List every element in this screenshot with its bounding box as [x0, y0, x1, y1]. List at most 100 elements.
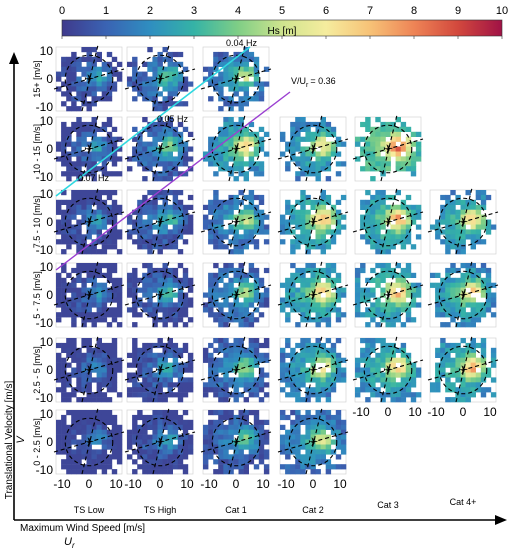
- heatmap-cell: [116, 429, 123, 435]
- heatmap-cell: [91, 322, 97, 328]
- heatmap-cell: [208, 357, 214, 363]
- heatmap-cell: [360, 166, 366, 172]
- heatmap-cell: [172, 449, 179, 455]
- heatmap-cell: [147, 469, 153, 475]
- heatmap-cell: [228, 287, 234, 293]
- heatmap-cell: [395, 307, 401, 313]
- heatmap-cell: [147, 141, 153, 147]
- heatmap-cell: [470, 322, 476, 328]
- heatmap-cell: [335, 464, 342, 470]
- heatmap-cell: [415, 287, 422, 293]
- heatmap-cell: [61, 66, 67, 72]
- heatmap-cell: [137, 71, 143, 77]
- heatmap-cell: [390, 272, 396, 278]
- heatmap-cell: [208, 219, 214, 225]
- heatmap-cell: [162, 372, 168, 378]
- heatmap-cell: [132, 66, 138, 72]
- heatmap-cell: [127, 76, 133, 82]
- heatmap-cell: [415, 209, 422, 215]
- heatmap-cell: [116, 362, 123, 368]
- heatmap-cell: [187, 357, 194, 363]
- heatmap-cell: [218, 56, 224, 62]
- heatmap-cell: [81, 342, 87, 349]
- heatmap-cell: [248, 96, 255, 102]
- heatmap-cell: [61, 449, 67, 455]
- heatmap-cell: [475, 190, 482, 196]
- heatmap-cell: [295, 439, 301, 445]
- heatmap-cell: [455, 352, 461, 358]
- heatmap-cell: [263, 302, 270, 308]
- heatmap-cell: [243, 419, 249, 425]
- heatmap-cell: [61, 287, 67, 293]
- heatmap-cell: [162, 106, 168, 112]
- heatmap-cell: [172, 347, 179, 353]
- radius-circle: [211, 345, 261, 395]
- heatmap-cell: [390, 141, 396, 147]
- radius-circle: [135, 345, 185, 395]
- heatmap-cell: [405, 312, 412, 318]
- heatmap-cell: [96, 204, 102, 210]
- heatmap-cell: [71, 101, 77, 107]
- heatmap-cell: [213, 141, 219, 147]
- heatmap-cell: [111, 126, 118, 132]
- heatmap-cell: [223, 312, 229, 318]
- heatmap-cell: [300, 307, 306, 313]
- cross-line: [124, 284, 196, 306]
- heatmap-cell: [213, 444, 219, 450]
- heatmap-cell: [177, 419, 184, 425]
- heatmap-cell: [253, 292, 260, 298]
- heatmap-cell: [172, 131, 179, 137]
- heatmap-cell: [182, 464, 189, 470]
- heatmap-cell: [187, 434, 194, 440]
- heatmap-cell: [137, 151, 143, 157]
- heatmap-cell: [295, 234, 301, 240]
- heatmap-cell: [142, 469, 148, 475]
- heatmap-cell: [460, 338, 466, 344]
- heatmap-cell: [395, 204, 401, 210]
- heatmap-cell: [111, 277, 118, 283]
- heatmap-cell: [162, 239, 168, 245]
- heatmap-cell: [86, 171, 92, 177]
- heatmap-cell: [315, 244, 321, 250]
- heatmap-cell: [162, 224, 168, 230]
- heatmap-cell: [167, 156, 173, 162]
- heatmap-cell: [325, 146, 332, 152]
- annotation-ratio-sym: V/U: [291, 76, 306, 86]
- heatmap-cell: [182, 171, 189, 177]
- heatmap-cell: [370, 166, 376, 172]
- heatmap-cell: [162, 219, 168, 225]
- heatmap-cell: [370, 239, 376, 245]
- heatmap-cell: [111, 342, 118, 349]
- heatmap-cell: [81, 96, 87, 102]
- heatmap-cell: [285, 297, 291, 303]
- heatmap-cell: [187, 81, 194, 87]
- heatmap-cell: [238, 454, 244, 460]
- heatmap-cell: [187, 387, 194, 393]
- heatmap-cell: [127, 61, 133, 67]
- heatmap-cell: [330, 239, 337, 245]
- heatmap-cell: [330, 342, 337, 349]
- heatmap-cell: [465, 347, 471, 353]
- heatmap-cell: [116, 444, 123, 450]
- heatmap-cell: [228, 367, 234, 373]
- heatmap-cell: [243, 66, 249, 72]
- heatmap-cell: [91, 263, 97, 269]
- heatmap-cell: [106, 267, 113, 274]
- heatmap-cell: [157, 429, 163, 435]
- heatmap-cell: [258, 86, 265, 92]
- heatmap-cell: [96, 209, 102, 215]
- heatmap-cell: [305, 287, 311, 293]
- heatmap-cell: [86, 449, 92, 455]
- heatmap-cell: [390, 126, 396, 132]
- heatmap-cell: [365, 234, 371, 240]
- heatmap-cell: [380, 397, 386, 403]
- heatmap-cell: [137, 76, 143, 82]
- heatmap-cell: [440, 229, 446, 235]
- heatmap-cell: [360, 204, 366, 210]
- storm-symbol: ✈: [458, 215, 468, 229]
- heatmap-cell: [415, 234, 422, 240]
- heatmap-cell: [440, 292, 446, 298]
- heatmap-cell: [395, 317, 401, 323]
- heatmap-cell: [66, 382, 72, 388]
- panel-x-tick-label: -10: [352, 405, 370, 419]
